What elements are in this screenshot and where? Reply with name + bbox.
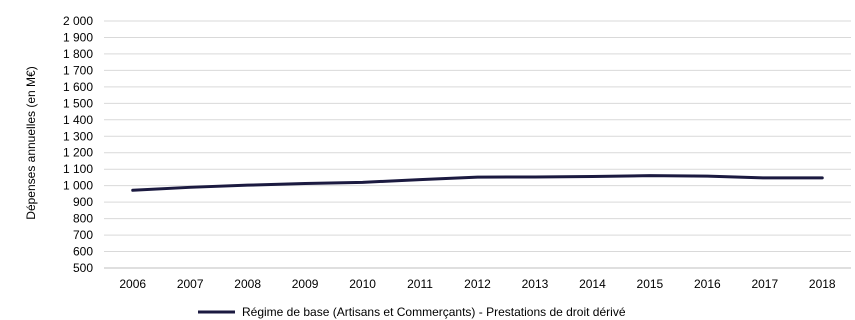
y-tick-label: 900 bbox=[73, 195, 93, 209]
x-tick-label: 2016 bbox=[694, 277, 721, 291]
x-tick-label: 2012 bbox=[464, 277, 491, 291]
x-tick-label: 2017 bbox=[751, 277, 778, 291]
y-axis-tick-labels: 500 600 700 800 900 1 000 1 100 1 200 1 300 1 400… bbox=[63, 14, 93, 275]
y-tick-label: 1 700 bbox=[63, 63, 93, 77]
series-line bbox=[131, 174, 824, 192]
y-tick-label: 1 000 bbox=[63, 179, 93, 193]
legend-label: Régime de base (Artisans et Commerçants)… bbox=[242, 305, 626, 319]
gridlines bbox=[104, 20, 851, 253]
y-tick-label: 1 900 bbox=[63, 30, 93, 44]
y-tick-label: 800 bbox=[73, 212, 93, 226]
x-tick-label: 2007 bbox=[177, 277, 204, 291]
legend: Régime de base (Artisans et Commerçants)… bbox=[198, 305, 626, 319]
x-tick-label: 2006 bbox=[119, 277, 146, 291]
x-axis-tick-labels: 2006 2007 2008 2009 2010 2011 2012 2013 2014 2015… bbox=[119, 277, 836, 291]
y-tick-label: 500 bbox=[73, 261, 93, 275]
y-tick-label: 1 100 bbox=[63, 162, 93, 176]
x-tick-label: 2014 bbox=[579, 277, 606, 291]
x-tick-label: 2010 bbox=[349, 277, 376, 291]
y-tick-label: 2 000 bbox=[63, 14, 93, 28]
y-tick-label: 1 200 bbox=[63, 146, 93, 160]
x-tick-label: 2011 bbox=[407, 277, 433, 291]
x-tick-label: 2008 bbox=[234, 277, 261, 291]
y-tick-label: 1 300 bbox=[63, 129, 93, 143]
y-tick-label: 1 400 bbox=[63, 113, 93, 127]
y-tick-label: 1 800 bbox=[63, 47, 93, 61]
y-tick-label: 1 600 bbox=[63, 80, 93, 94]
y-tick-label: 1 500 bbox=[63, 96, 93, 110]
y-axis-title: Dépenses annuelles (en M€) bbox=[24, 66, 38, 219]
x-tick-label: 2018 bbox=[809, 277, 836, 291]
y-tick-label: 600 bbox=[73, 245, 93, 259]
y-tick-label: 700 bbox=[73, 228, 93, 242]
x-tick-label: 2013 bbox=[522, 277, 549, 291]
x-tick-label: 2015 bbox=[637, 277, 664, 291]
x-tick-label: 2009 bbox=[292, 277, 319, 291]
series-lines bbox=[131, 174, 824, 192]
